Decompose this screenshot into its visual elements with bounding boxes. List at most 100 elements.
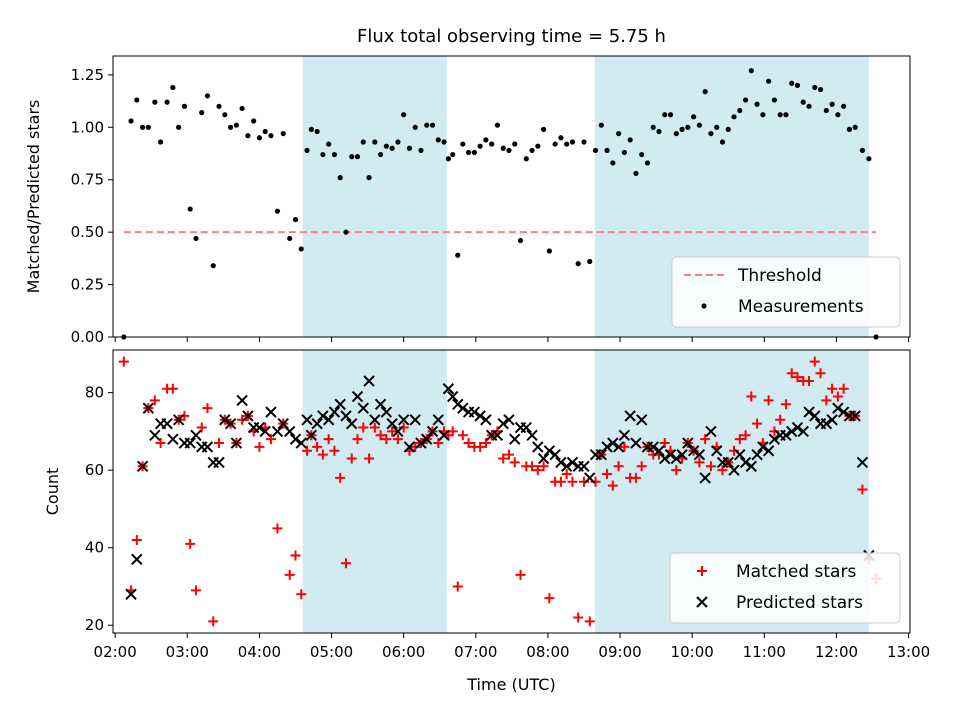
- data-point: [289, 433, 302, 445]
- data-point: [671, 465, 682, 476]
- data-point: [734, 434, 745, 445]
- data-point: [450, 151, 456, 158]
- data-point: [823, 107, 829, 114]
- data-point: [708, 130, 714, 137]
- data-point: [392, 434, 403, 445]
- data-point: [630, 472, 641, 483]
- data-point: [621, 149, 627, 156]
- data-point: [296, 589, 307, 600]
- data-point: [149, 429, 161, 441]
- legend-label: Predicted stars: [736, 593, 863, 613]
- data-point: [644, 160, 651, 166]
- shaded-interval: [302, 350, 447, 633]
- bottom-y-axis-label: Count: [43, 468, 62, 516]
- data-point: [328, 406, 341, 418]
- data-point: [587, 258, 593, 265]
- data-point: [679, 126, 685, 132]
- data-point: [483, 137, 489, 143]
- legend-label: Matched stars: [736, 562, 856, 582]
- x-tick-label: 07:00: [454, 643, 497, 661]
- data-point: [786, 425, 798, 438]
- data-point: [532, 441, 544, 453]
- data-point: [532, 465, 543, 476]
- data-point: [820, 417, 833, 430]
- data-point: [152, 99, 158, 105]
- x-tick-label: 04:00: [238, 643, 281, 661]
- bottom-legend: Matched stars Predicted stars: [669, 552, 901, 624]
- data-point: [433, 438, 444, 449]
- data-point: [595, 448, 608, 461]
- data-point: [527, 461, 538, 472]
- data-point: [803, 406, 815, 418]
- data-point: [866, 156, 872, 162]
- data-point: [142, 402, 155, 414]
- data-point: [236, 394, 248, 407]
- data-point: [544, 593, 555, 604]
- data-point: [509, 457, 520, 468]
- data-point: [395, 139, 401, 145]
- data-point: [817, 86, 824, 93]
- data-point: [827, 383, 838, 394]
- data-point: [592, 147, 599, 153]
- data-point: [846, 126, 853, 132]
- data-point: [627, 137, 633, 143]
- y-tick-label: 0.75: [71, 171, 104, 189]
- data-point: [523, 156, 529, 162]
- data-point: [546, 248, 552, 254]
- data-point: [821, 395, 832, 406]
- data-point: [777, 112, 783, 118]
- data-point: [717, 465, 728, 476]
- data-point: [856, 456, 869, 469]
- data-point: [455, 252, 461, 258]
- data-point: [302, 445, 313, 456]
- data-point: [210, 263, 216, 269]
- data-point: [292, 216, 299, 223]
- legend-swatch: [696, 596, 708, 608]
- data-point: [308, 126, 314, 132]
- data-point: [158, 139, 164, 145]
- data-point: [358, 422, 369, 433]
- data-point: [214, 438, 225, 449]
- data-point: [590, 476, 601, 487]
- data-point: [447, 390, 459, 403]
- top-x-ticks: [114, 337, 910, 342]
- data-point: [489, 141, 495, 147]
- x-tick-label: 12:00: [815, 643, 858, 661]
- data-point: [857, 484, 868, 495]
- data-point: [700, 434, 711, 445]
- data-point: [471, 149, 477, 156]
- y-tick-label: 0.25: [71, 276, 104, 294]
- data-point: [314, 128, 320, 135]
- data-point: [722, 456, 734, 469]
- data-point: [181, 103, 188, 109]
- data-point: [179, 410, 190, 421]
- data-point: [460, 141, 466, 147]
- data-point: [561, 469, 572, 480]
- data-point: [380, 406, 393, 418]
- x-tick-label: 09:00: [598, 643, 641, 661]
- data-point: [475, 441, 486, 452]
- data-point: [331, 151, 338, 158]
- data-point: [849, 410, 861, 422]
- data-point: [509, 433, 521, 445]
- data-point: [526, 429, 538, 441]
- data-point: [265, 434, 276, 445]
- data-point: [317, 449, 328, 460]
- data-point: [794, 82, 801, 88]
- data-point: [691, 114, 697, 120]
- data-point: [734, 448, 746, 461]
- data-point: [719, 139, 726, 145]
- data-point: [659, 452, 671, 465]
- data-point: [304, 147, 310, 153]
- data-point: [598, 122, 604, 128]
- data-point: [474, 410, 486, 422]
- data-point: [829, 101, 835, 107]
- data-point: [274, 208, 281, 214]
- data-point: [696, 122, 702, 128]
- x-tick-label: 08:00: [526, 643, 569, 661]
- data-point: [635, 414, 648, 426]
- data-point: [745, 460, 758, 473]
- data-point: [287, 235, 293, 242]
- data-point: [386, 417, 398, 430]
